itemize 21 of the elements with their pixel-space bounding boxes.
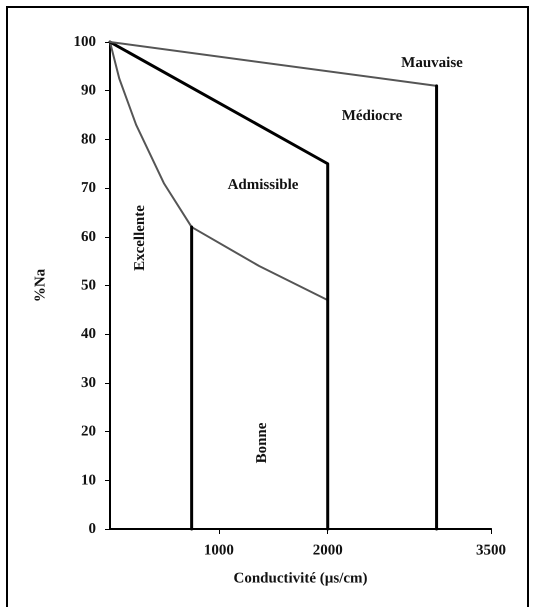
y-tick-label: 30	[81, 374, 96, 391]
y-axis-title: %Na	[32, 268, 48, 302]
annotation: Excellente	[132, 204, 148, 271]
annotation: Bonne	[254, 422, 270, 464]
y-tick-label: 90	[81, 82, 96, 99]
y-tick-label: 50	[81, 278, 96, 294]
x-tick-label: 1000	[204, 542, 234, 558]
x-axis-title: Conductivité (µs/cm)	[233, 570, 368, 586]
y-tick-label: 20	[81, 424, 96, 440]
y-tick-label: 70	[81, 180, 96, 196]
y-tick-label: 10	[81, 472, 96, 488]
y-tick-label: 80	[81, 131, 96, 148]
x-tick-label: 3500	[476, 542, 506, 558]
y-tick-label: 60	[81, 228, 96, 245]
annotation: Admissible	[228, 177, 299, 193]
y-tick-label: 100	[74, 34, 96, 50]
y-tick-label: 40	[81, 326, 96, 342]
annotation: Mauvaise	[401, 55, 464, 71]
y-tick-label: 0	[88, 521, 96, 537]
annotation: Médiocre	[342, 108, 403, 124]
x-tick-label: 2000	[312, 542, 343, 558]
